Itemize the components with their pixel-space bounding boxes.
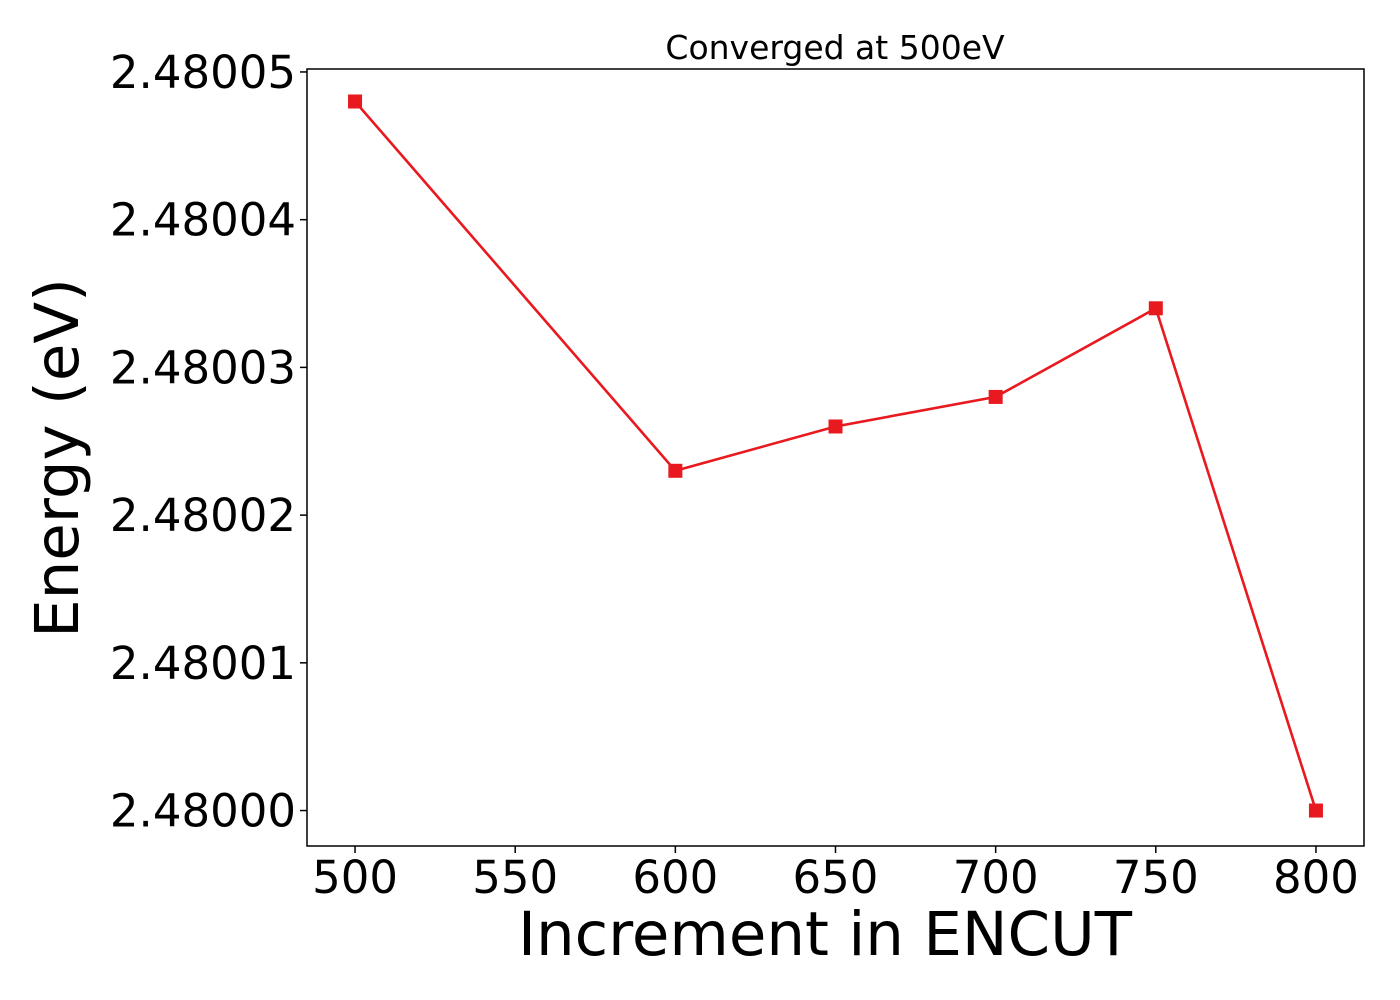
series-line [354, 100, 1318, 811]
chart-title: Converged at 500eV [665, 28, 1005, 67]
data-point [348, 94, 363, 109]
y-tick-label: 2.48000 [110, 785, 296, 838]
x-axis-label: Increment in ENCUT [518, 899, 1133, 970]
x-tick-label: 750 [1113, 851, 1199, 904]
x-tick-label: 550 [472, 851, 558, 904]
x-tick-label: 600 [632, 851, 718, 904]
y-tick-label: 2.48004 [110, 194, 296, 247]
plot-frame [306, 68, 1365, 847]
x-tick-label: 650 [793, 851, 879, 904]
y-tick-label: 2.48002 [110, 489, 296, 542]
y-axis-label: Energy (eV) [22, 278, 93, 638]
x-tick-label: 800 [1273, 851, 1359, 904]
data-point [828, 419, 843, 434]
x-tick-label: 700 [953, 851, 1039, 904]
data-point [668, 463, 683, 478]
series-layer [348, 94, 1323, 818]
y-tick-label: 2.48005 [110, 46, 296, 99]
x-tick-label: 500 [312, 851, 398, 904]
ticks-layer: 500 550 600 650 700 750 800 2.48000 2.48001 2.480… [110, 46, 1359, 904]
data-point [988, 389, 1003, 404]
data-point [1308, 803, 1323, 818]
y-tick-label: 2.48001 [110, 637, 296, 690]
y-tick-label: 2.48003 [110, 341, 296, 394]
data-point [1148, 301, 1163, 316]
